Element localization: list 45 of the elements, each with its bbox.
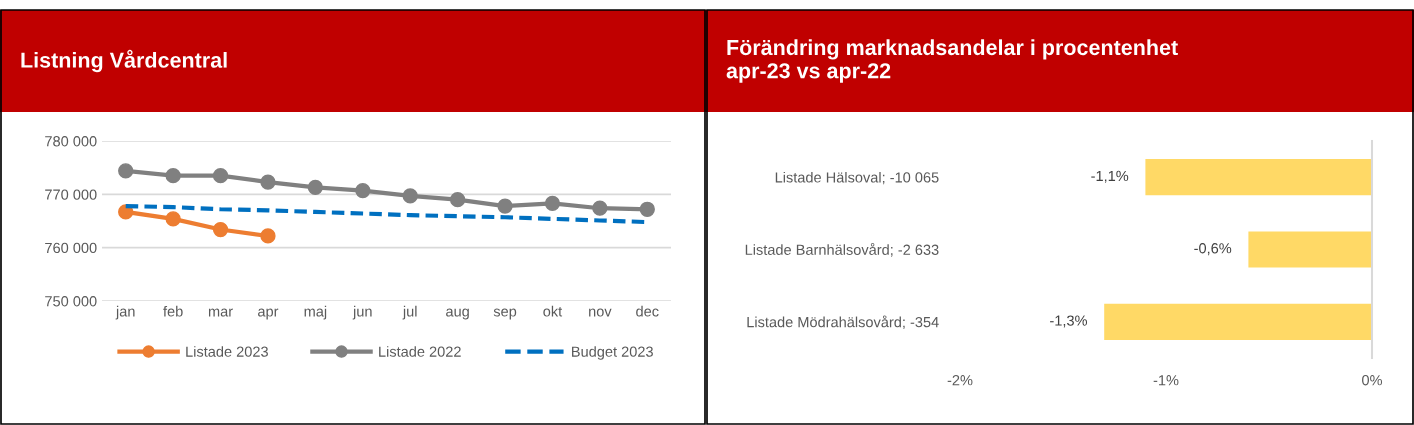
x-tick-label: feb xyxy=(163,305,183,317)
point xyxy=(212,221,229,238)
legend-label: Listade 2023 xyxy=(186,346,268,357)
y-tick-label: 760 000 xyxy=(45,242,97,254)
data-label: -0,6% xyxy=(1194,243,1232,256)
x-tick-label: sep xyxy=(493,308,517,320)
x-tick-label: -1% xyxy=(1153,375,1179,386)
point xyxy=(212,168,229,184)
y-tick-label: 770 000 xyxy=(45,189,97,200)
x-tick-label: -2% xyxy=(947,375,973,386)
point xyxy=(260,228,276,244)
x-tick-label: apr xyxy=(258,308,279,320)
x-tick-label: jul xyxy=(402,305,417,320)
data-label: -1,3% xyxy=(1050,315,1088,328)
point xyxy=(497,198,513,214)
x-tick-label: 0% xyxy=(1362,375,1383,386)
legend-label: Budget 2023 xyxy=(572,346,653,360)
y-tick-label: Listade Barnhälsovård; -2 633 xyxy=(745,243,939,257)
point xyxy=(639,201,655,217)
chart-title: Listning Vårdcentral xyxy=(21,49,227,73)
y-tick-label: Listade Mödrahälsovård; -354 xyxy=(747,315,939,329)
point xyxy=(260,174,276,190)
point xyxy=(402,188,418,204)
point xyxy=(118,163,134,179)
point xyxy=(449,192,466,208)
point xyxy=(544,195,561,212)
point xyxy=(165,168,181,184)
point xyxy=(592,200,608,216)
data-label: -1,1% xyxy=(1091,170,1129,183)
x-tick-label: jan xyxy=(115,305,135,320)
point xyxy=(165,211,181,227)
x-tick-label: okt xyxy=(543,305,563,317)
legend-label: Listade 2022 xyxy=(379,346,461,357)
point xyxy=(307,179,324,196)
y-tick-label: 750 000 xyxy=(45,296,97,307)
x-tick-label: aug xyxy=(446,308,469,320)
point xyxy=(355,182,371,199)
chart-title: Förändring marknadsandelar i procentenhet apr-23 vs apr-22 xyxy=(726,39,1178,83)
x-tick-label: mar xyxy=(208,308,233,317)
y-tick-label: 780 000 xyxy=(45,136,97,147)
x-tick-label: dec xyxy=(636,305,659,317)
x-tick-label: maj xyxy=(304,305,327,320)
x-tick-label: jun xyxy=(352,305,372,320)
y-tick-label: Listade Hälsoval; -10 065 xyxy=(775,171,939,185)
x-tick-label: nov xyxy=(589,308,612,317)
